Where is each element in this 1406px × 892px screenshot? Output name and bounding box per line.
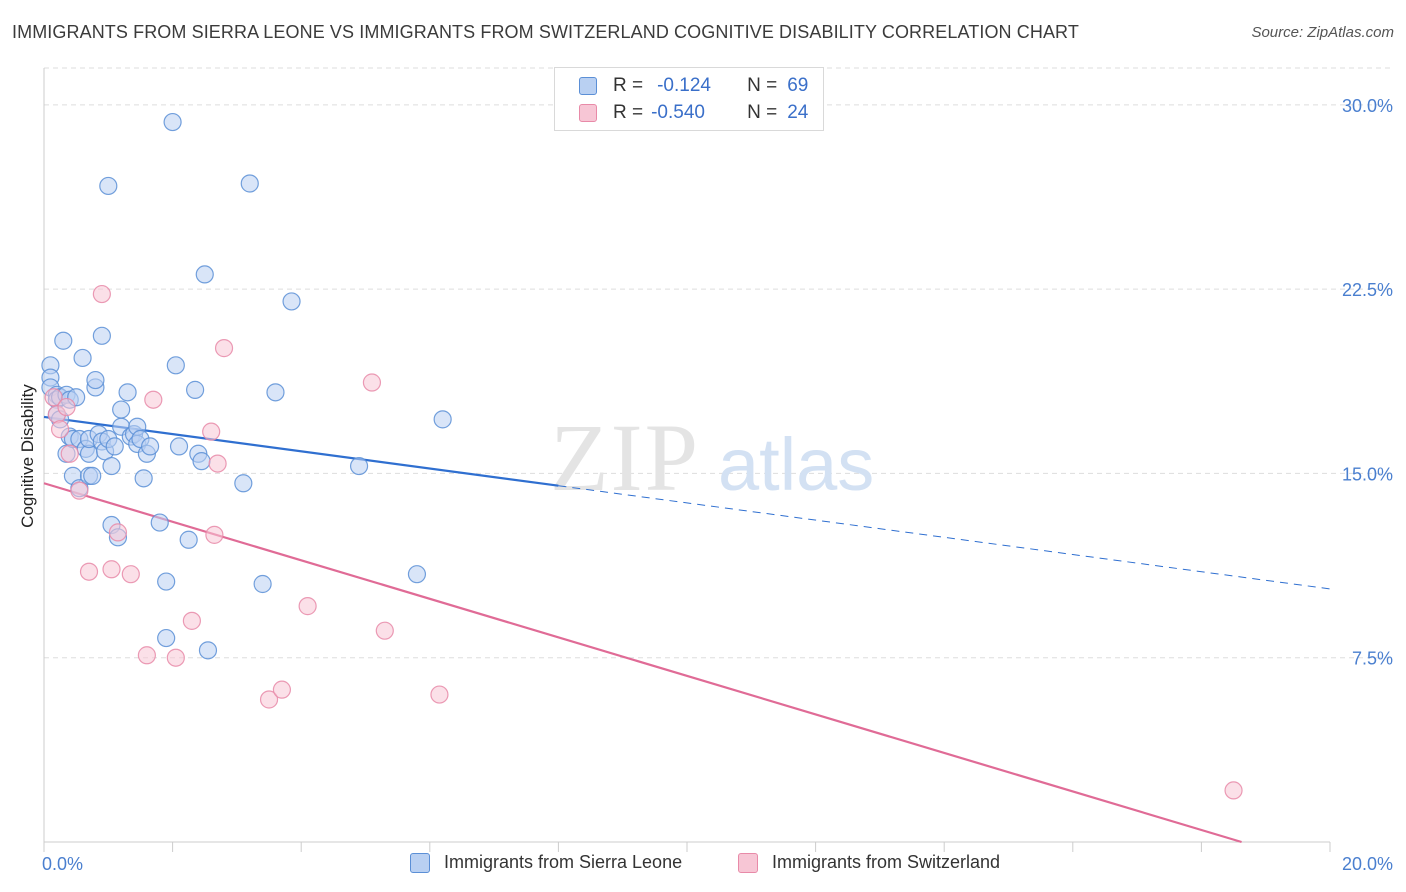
point-sierra-leone <box>105 437 124 456</box>
point-sierra-leone <box>54 331 73 350</box>
legend-swatch-blue <box>579 77 597 95</box>
y-tick-label: 7.5% <box>1352 649 1393 669</box>
point-switzerland <box>259 690 279 709</box>
point-switzerland <box>362 373 382 392</box>
series-swatch-pink <box>738 852 758 873</box>
legend-row-sierra-leone: R = -0.124 N = 69 <box>579 73 808 99</box>
point-sierra-leone <box>83 466 102 485</box>
grid-lines <box>44 67 1392 659</box>
point-sierra-leone <box>86 370 105 390</box>
point-sierra-leone <box>179 530 198 549</box>
point-switzerland <box>70 481 89 500</box>
source-credit: Source: ZipAtlas.com <box>1251 24 1394 41</box>
trend-line-switzerland <box>43 482 1242 844</box>
point-switzerland <box>182 611 201 630</box>
point-sierra-leone <box>163 112 182 132</box>
point-switzerland <box>60 444 79 463</box>
legend-n-value: 24 <box>787 102 809 123</box>
point-sierra-leone <box>407 565 427 584</box>
legend-n-label: N = <box>747 102 778 123</box>
point-switzerland <box>50 420 70 439</box>
point-switzerland <box>375 621 394 640</box>
point-sierra-leone <box>195 265 214 284</box>
point-switzerland <box>57 397 76 417</box>
point-switzerland <box>121 565 140 584</box>
trend-line-sierra-leone-extension <box>558 485 1331 590</box>
point-sierra-leone <box>92 326 111 345</box>
data-points <box>41 112 1243 800</box>
point-sierra-leone <box>192 452 211 471</box>
point-switzerland <box>166 648 185 667</box>
point-switzerland <box>144 390 163 409</box>
point-sierra-leone <box>99 176 118 196</box>
point-switzerland <box>272 680 292 699</box>
point-sierra-leone <box>266 383 285 402</box>
point-sierra-leone <box>118 383 137 402</box>
watermark: ZIP atlas <box>550 404 874 511</box>
point-sierra-leone <box>140 437 160 456</box>
point-switzerland <box>1224 781 1243 800</box>
series-swatch-blue <box>410 852 430 873</box>
y-tick-label: 15.0% <box>1342 464 1393 484</box>
legend-row-switzerland: R = -0.540 N = 24 <box>579 100 808 126</box>
point-sierra-leone <box>157 572 176 591</box>
series-legend-label: Immigrants from Sierra Leone <box>444 852 683 872</box>
point-switzerland <box>108 523 128 542</box>
y-tick-label: 22.5% <box>1342 280 1393 300</box>
y-tick-label: 30.0% <box>1342 96 1393 116</box>
point-switzerland <box>44 388 63 407</box>
point-sierra-leone <box>253 574 272 594</box>
point-switzerland <box>214 339 234 358</box>
point-sierra-leone <box>73 348 92 368</box>
point-sierra-leone <box>112 400 131 419</box>
point-switzerland <box>205 525 224 544</box>
chart-title: IMMIGRANTS FROM SIERRA LEONE VS IMMIGRAN… <box>12 22 1079 42</box>
point-sierra-leone <box>166 356 185 375</box>
point-sierra-leone <box>349 456 369 476</box>
point-sierra-leone <box>433 410 452 429</box>
point-sierra-leone <box>234 474 253 493</box>
watermark-atlas: atlas <box>718 423 874 506</box>
point-sierra-leone <box>169 437 189 456</box>
legend-n-value: 69 <box>787 75 809 96</box>
point-sierra-leone <box>282 292 301 311</box>
point-sierra-leone <box>150 513 169 532</box>
series-legend-item-sierra-leone: Immigrants from Sierra Leone <box>410 852 682 873</box>
point-switzerland <box>430 685 449 704</box>
series-legend-item-switzerland: Immigrants from Switzerland <box>738 852 1000 873</box>
legend-r-value: -0.124 <box>657 75 711 96</box>
legend-r-label: R = <box>613 75 644 96</box>
legend-n-label: N = <box>747 75 778 96</box>
x-tick-label: 0.0% <box>42 854 83 874</box>
point-switzerland <box>79 562 99 581</box>
point-switzerland <box>92 284 111 304</box>
legend-r-value: -0.540 <box>651 102 705 123</box>
point-switzerland <box>208 454 227 473</box>
point-switzerland <box>298 597 317 616</box>
point-sierra-leone <box>186 380 205 399</box>
point-sierra-leone <box>198 641 218 660</box>
tick-labels: 7.5% 15.0% 22.5% 30.0% 0.0% 20.0% <box>42 96 1393 874</box>
series-legend-label: Immigrants from Switzerland <box>772 852 1001 872</box>
point-sierra-leone <box>102 456 121 476</box>
point-sierra-leone <box>157 628 176 648</box>
axes <box>43 68 1331 852</box>
series-legend: Immigrants from Sierra Leone Immigrants … <box>0 852 1406 878</box>
watermark-zip: ZIP <box>550 404 700 511</box>
stats-legend: R = -0.124 N = 69 R = -0.540 N = 24 <box>554 67 824 131</box>
legend-r-label: R = <box>613 102 644 123</box>
point-switzerland <box>102 560 121 579</box>
legend-swatch-pink <box>579 104 597 122</box>
point-sierra-leone <box>134 469 153 488</box>
point-switzerland <box>202 422 221 441</box>
point-switzerland <box>137 646 156 665</box>
x-tick-label: 20.0% <box>1342 854 1393 874</box>
point-sierra-leone <box>240 174 259 193</box>
